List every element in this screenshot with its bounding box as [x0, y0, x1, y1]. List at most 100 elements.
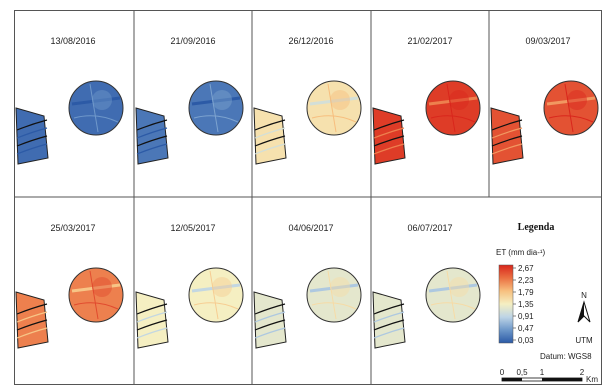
- field-stripe: [136, 319, 168, 331]
- field-stripe: [373, 311, 405, 323]
- panel-date-label: 26/12/2016: [288, 36, 333, 46]
- panel-date-label: 13/08/2016: [50, 36, 95, 46]
- legend-ticks: 2,67 2,23 1,79 1,35 0,91 0,47 0,03: [513, 264, 534, 345]
- pivot-field: [543, 80, 599, 136]
- map-panel: 09/03/2017: [490, 36, 599, 165]
- pivot-field: [68, 80, 124, 136]
- pivot-texture: [193, 115, 239, 123]
- field-stripe: [254, 327, 286, 339]
- field-stripe: [16, 119, 48, 131]
- pivot-texture: [309, 96, 359, 106]
- field-stripe: [254, 311, 286, 323]
- field-stripe: [491, 127, 523, 139]
- field-stripe: [373, 135, 405, 147]
- projection-label: UTM: [575, 336, 593, 345]
- north-label: N: [581, 291, 587, 300]
- map-panel: 04/06/2017: [253, 223, 362, 349]
- pivot-texture: [209, 270, 219, 320]
- legend-tick-label: 1,35: [518, 300, 534, 309]
- panel-date-label: 21/09/2016: [170, 36, 215, 46]
- pivot-texture: [428, 96, 478, 106]
- pivot-texture: [327, 270, 337, 320]
- pivot-texture: [89, 270, 99, 320]
- field-stripe: [16, 135, 48, 147]
- pivot-texture: [209, 83, 219, 133]
- field-stripe: [491, 135, 523, 147]
- north-arrow-icon: N: [577, 291, 591, 323]
- field-stripe: [136, 127, 168, 139]
- map-panel: 21/02/2017: [372, 36, 481, 165]
- pivot-texture: [449, 277, 469, 297]
- pivot-texture: [430, 302, 476, 310]
- map-panel: 13/08/2016: [15, 36, 124, 165]
- pivot-texture: [548, 115, 594, 123]
- pivot-texture: [311, 115, 357, 123]
- pivot-texture: [193, 302, 239, 310]
- pivot-texture: [191, 96, 241, 106]
- legend-tick-label: 0,03: [518, 336, 534, 345]
- legend-tick-label: 0,47: [518, 324, 534, 333]
- pivot-texture: [73, 115, 119, 123]
- field-stripe: [491, 119, 523, 131]
- field-stripe: [373, 319, 405, 331]
- scale-bar: 0 0,5 1 2Km: [500, 368, 599, 384]
- field-stripe: [254, 127, 286, 139]
- pivot-field: [425, 80, 481, 136]
- pivot-texture: [212, 90, 232, 110]
- field-stripe: [16, 127, 48, 139]
- map-panel: 12/05/2017: [135, 223, 244, 349]
- pivot-texture: [564, 83, 574, 133]
- datum-label: Datum: WGS8: [540, 352, 592, 361]
- panel-date-label: 12/05/2017: [170, 223, 215, 233]
- field-stripe: [254, 135, 286, 147]
- scale-unit-label: Km: [586, 375, 598, 384]
- panel-date-label: 25/03/2017: [50, 223, 95, 233]
- scale-bar-segment: [502, 378, 522, 381]
- pivot-field: [306, 267, 362, 323]
- panel-date-label: 09/03/2017: [525, 36, 570, 46]
- pivot-field: [425, 267, 481, 323]
- panel-date-label: 04/06/2017: [288, 223, 333, 233]
- panel-date-label: 21/02/2017: [407, 36, 452, 46]
- legend-unit-label: ET (mm dia-¹): [496, 248, 546, 257]
- field-stripe: [254, 303, 286, 315]
- pivot-texture: [71, 283, 121, 293]
- pivot-field: [188, 267, 244, 323]
- field-stripe: [373, 143, 405, 155]
- pivot-field: [188, 80, 244, 136]
- field-stripe: [254, 119, 286, 131]
- pivot-texture: [446, 83, 456, 133]
- pivot-texture: [330, 277, 350, 297]
- field-stripe: [136, 311, 168, 323]
- legend-tick-label: 1,79: [518, 288, 534, 297]
- pivot-texture: [212, 277, 232, 297]
- pivot-texture: [546, 96, 596, 106]
- scale-bar-segment: [542, 378, 582, 381]
- pivot-texture: [430, 115, 476, 123]
- field-stripe: [136, 135, 168, 147]
- panel-grid: [14, 10, 602, 385]
- map-panel: 26/12/2016: [253, 36, 362, 165]
- pivot-texture: [92, 90, 112, 110]
- field-stripe: [16, 311, 48, 323]
- scale-label: 1: [540, 368, 545, 377]
- field-stripe: [16, 143, 48, 155]
- map-panel: 25/03/2017: [15, 223, 124, 349]
- field-stripe: [254, 143, 286, 155]
- pivot-field: [306, 80, 362, 136]
- field-stripe: [373, 303, 405, 315]
- legend-tick-label: 2,23: [518, 276, 534, 285]
- field-stripe: [16, 327, 48, 339]
- map-panel: 06/07/2017: [372, 223, 481, 349]
- field-stripe: [16, 303, 48, 315]
- scale-label: 0,5: [516, 368, 528, 377]
- pivot-texture: [446, 270, 456, 320]
- pivot-texture: [89, 83, 99, 133]
- scale-label: 2: [580, 368, 585, 377]
- pivot-texture: [191, 283, 241, 293]
- pivot-texture: [428, 283, 478, 293]
- field-stripe: [491, 143, 523, 155]
- field-stripe: [136, 143, 168, 155]
- field-stripe: [373, 119, 405, 131]
